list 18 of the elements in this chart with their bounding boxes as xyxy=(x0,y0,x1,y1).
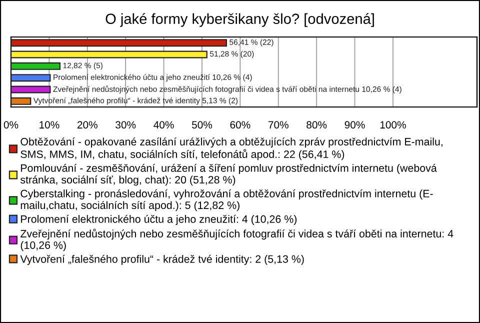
legend-label: Pomlouvání - zesměšňování, urážení a šíření pomluv prostřednictvím internetu (webová stránka, sociální síť, blog, chat): 20 (51,28 %) xyxy=(20,164,437,186)
legend-label: Zveřejnění nedůstojných nebo zesměšňujících fotografií či videa s tváří oběti na internetu: 4 (10,26 %) xyxy=(20,228,454,252)
x-tick-label: 50% xyxy=(192,121,212,129)
x-tick-label: 60% xyxy=(230,121,250,129)
legend-label: Prolomení elektronického účtu a jeho zneužití: 4 (10,26 %) xyxy=(21,214,297,225)
x-tick-label: 80% xyxy=(306,121,327,129)
x-tick-label: 100% xyxy=(380,121,406,129)
legend-label: Obtěžování - opakované zasílání urážlivých a obtěžujících zpráv prostřednictvím E-mailu, SMS, MMS, IM, chatu, sociálních sítí, telefonátů apod.: 22 (56,41 %) xyxy=(20,137,442,160)
legend-label: Cyberstalking - pronásledování, vyhrožování a obtěžování prostřednictvím internetu (E- mailu,chatu, sociálních sítí apod.): 5 (12,82 %) xyxy=(20,189,433,212)
x-tick-label: 20% xyxy=(77,121,98,129)
x-tick-label: 10% xyxy=(40,121,60,129)
x-tick-label: 30% xyxy=(116,121,136,129)
legend-label: Vytvoření „falešného profilu“ - krádež tvé identity: 2 (5,13 %) xyxy=(20,254,304,265)
x-tick-label: 70% xyxy=(268,121,288,129)
x-tick-label: 90% xyxy=(344,121,365,129)
x-tick-label: 0% xyxy=(4,121,18,129)
x-tick-label: 40% xyxy=(154,121,174,129)
chart-title: O jaké formy kyberšikany šlo? [odvozená] xyxy=(106,13,374,27)
